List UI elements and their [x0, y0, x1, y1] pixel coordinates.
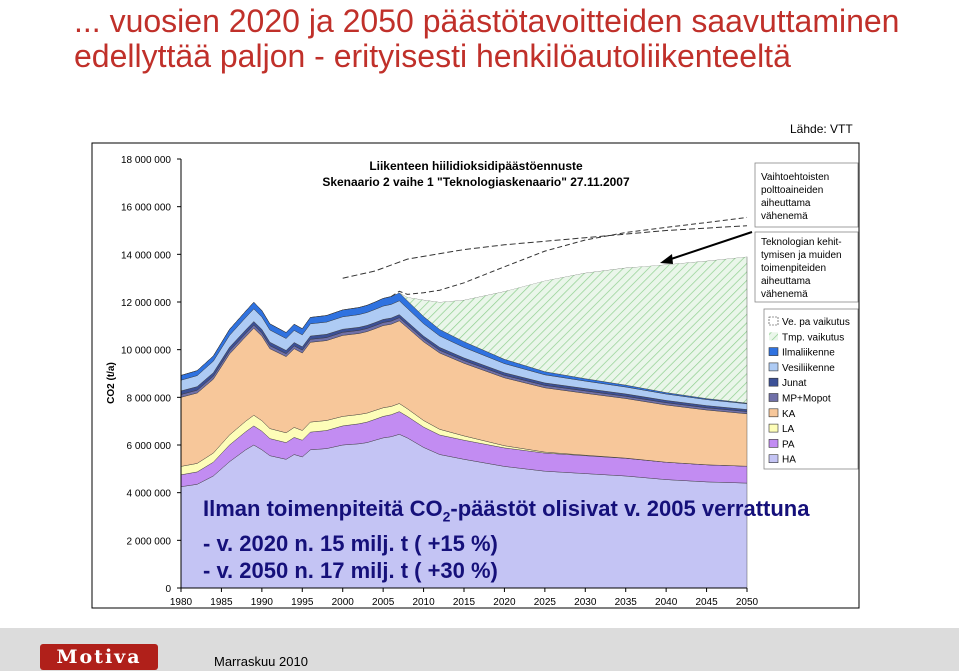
legend-label-ka: KA [782, 409, 796, 420]
x-tick-label: 2050 [736, 597, 759, 608]
y-tick-label: 6 000 000 [127, 441, 172, 452]
x-tick-label: 2015 [453, 597, 476, 608]
annotation-tekno: Teknologian kehit- tymisen ja muiden toi… [754, 231, 859, 303]
x-tick-label: 2030 [574, 597, 597, 608]
legend-swatch-ve-pa-vaikutus [768, 316, 779, 326]
footer-date: Marraskuu 2010 [214, 654, 308, 669]
slide-title: ... vuosien 2020 ja 2050 päästötavoittei… [74, 3, 900, 74]
annotation-vaihto: Vaihtoehtoisten polttoaineiden aiheuttam… [754, 162, 859, 228]
x-tick-label: 2010 [412, 597, 435, 608]
x-tick-label: 2045 [695, 597, 718, 608]
annotation-vaihto-box [754, 162, 859, 228]
legend-label-vesiliikenne: Vesiliikenne [782, 363, 835, 374]
y-tick-label: 4 000 000 [127, 489, 172, 500]
x-tick-label: 2040 [655, 597, 678, 608]
legend-swatch-pa [768, 439, 779, 448]
area-layers [180, 216, 748, 589]
x-tick-label: 2005 [372, 597, 395, 608]
legend-label-tmp-vaikutus: Tmp. vaikutus [782, 332, 844, 343]
legend-box [763, 308, 859, 470]
legend-swatch-junat [768, 377, 779, 387]
x-tick-label: 2025 [534, 597, 557, 608]
legend-label-ilmaliikenne: Ilmaliikenne [782, 348, 835, 359]
footer-band [0, 628, 959, 671]
x-tick-label: 1995 [291, 597, 314, 608]
x-tick-label: 2035 [615, 597, 638, 608]
legend-label-ha: HA [782, 455, 796, 466]
annotation-tekno-line2: tymisen ja muiden [761, 250, 842, 261]
x-tick-label: 2000 [332, 597, 355, 608]
overlay-text: Ilman toimenpiteitä CO2-päästöt olisivat… [203, 495, 809, 584]
annotation-tekno-line3: toimenpiteiden [761, 263, 826, 274]
overlay-line2: - v. 2020 n. 15 milj. t ( +15 %) [203, 531, 498, 557]
legend-label-junat: Junat [782, 378, 807, 389]
annotation-vaihto-line1: Vaihtoehtoisten [761, 172, 829, 183]
y-tick-label: 10 000 000 [121, 346, 171, 357]
area-tmp-vaikutus [180, 256, 748, 404]
y-tick-label: 14 000 000 [121, 250, 171, 261]
annotation-tekno-line1: Teknologian kehit- [761, 237, 842, 248]
y-axis-label: CO2 (t/a) [106, 362, 117, 404]
y-tick-label: 2 000 000 [127, 536, 172, 547]
annotation-arrow-line [664, 231, 753, 262]
annotation-vaihto-line2: polttoaineiden [761, 185, 823, 196]
chart-title: Liikenteen hiilidioksidipäästöennuste Sk… [322, 159, 630, 189]
legend-swatch-vesiliikenne [768, 362, 779, 372]
x-tick-label: 1985 [210, 597, 233, 608]
chart-title-line1: Liikenteen hiilidioksidipäästöennuste [369, 159, 583, 173]
annotation-vaihto-line4: vähenemä [761, 211, 808, 222]
legend-label-mp-mopot: MP+Mopot [782, 394, 831, 405]
legend-swatch-la [768, 423, 779, 433]
chart-title-line2: Skenaario 2 vaihe 1 "Teknologiaskenaario… [322, 175, 630, 189]
y-tick-label: 16 000 000 [121, 203, 171, 214]
legend-swatch-ilmaliikenne [768, 347, 779, 356]
legend-label-ve-pa-vaikutus: Ve. pa vaikutus [782, 317, 850, 328]
y-tick-label: 18 000 000 [121, 155, 171, 166]
annotation-tekno-line4: aiheuttama [761, 276, 811, 287]
annotation-tekno-box [754, 231, 859, 303]
area-ve-pa-vaikutus [181, 217, 747, 376]
overlay-line1: Ilman toimenpiteitä CO2-päästöt olisivat… [203, 496, 810, 525]
legend-swatch-ka [768, 408, 779, 418]
y-tick-label: 0 [165, 584, 171, 595]
y-tick-label: 8 000 000 [127, 393, 172, 404]
legend-swatch-tmp-vaikutus [769, 332, 778, 341]
y-tick-label: 12 000 000 [121, 298, 171, 309]
annotation-tekno-line5: vähenemä [761, 289, 808, 300]
legend-swatch-mp-mopot [768, 393, 779, 402]
axes: 0 2 000 000 4 000 000 6 000 000 8 000 000 10 … [121, 155, 759, 608]
overlay-line3: - v. 2050 n. 17 milj. t ( +30 %) [203, 558, 498, 584]
legend: Ve. pa vaikutus Tmp. vaikutus Ilmaliikenne… [763, 308, 859, 470]
annotation-vaihto-line3: aiheuttama [761, 198, 811, 209]
x-tick-label: 1990 [251, 597, 274, 608]
x-tick-label: 1980 [170, 597, 193, 608]
motiva-logo: Motiva [40, 644, 158, 670]
legend-swatch-ha [768, 454, 779, 464]
legend-label-la: LA [782, 424, 795, 435]
annotation-arrowhead [660, 254, 673, 264]
legend-label-pa: PA [782, 439, 795, 450]
x-tick-label: 2020 [493, 597, 516, 608]
line-ve-pa-vaikutus-top [390, 216, 748, 297]
source-label: Lähde: VTT [790, 122, 853, 136]
reference-dashed-line [342, 225, 748, 279]
